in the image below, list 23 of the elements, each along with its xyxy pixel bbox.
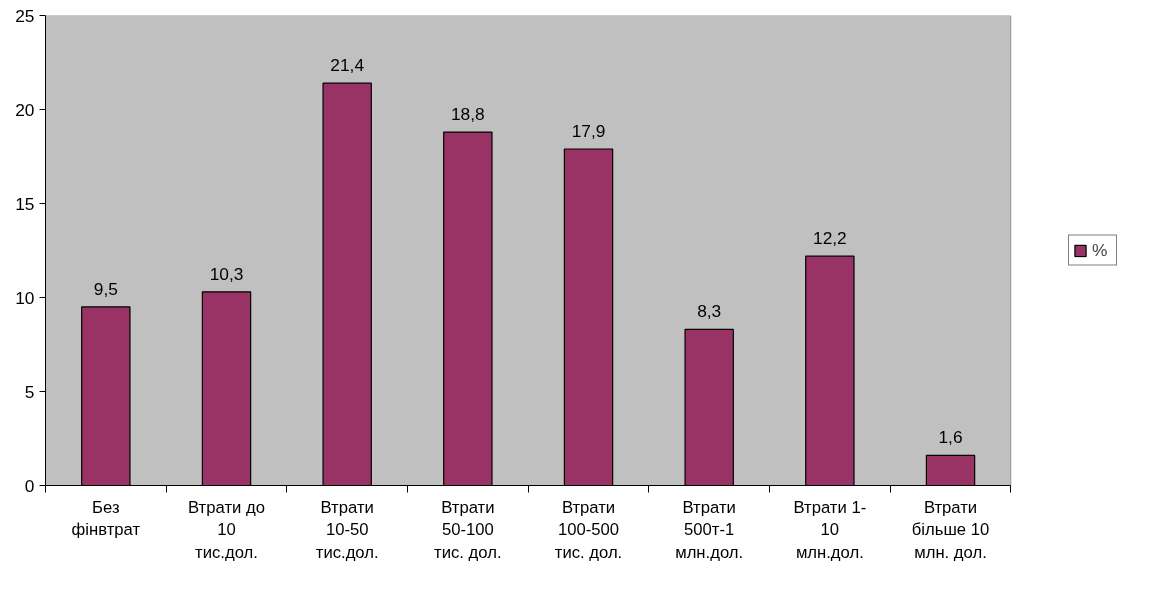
x-tick-label: Втрати 50-100 тис. дол. — [434, 497, 502, 563]
text: 21,4 — [330, 55, 365, 76]
y-tick-label: 5 — [24, 381, 35, 402]
x-tick-label: Втрати більше 10 млн. дол. — [911, 497, 990, 563]
text: 1,6 — [938, 427, 963, 448]
y-tick-label: 25 — [15, 5, 35, 26]
y-tick-label: 20 — [15, 99, 35, 120]
text: 18,8 — [450, 104, 485, 125]
y-tick-label: 0 — [24, 475, 35, 496]
y-tick-label: 10 — [15, 287, 35, 308]
y-tick-label: 15 — [15, 193, 35, 214]
x-tick-label: Втрати 500т-1 млн.дол. — [675, 497, 744, 563]
text: 8,3 — [697, 301, 722, 322]
text: 9,5 — [93, 278, 118, 299]
text: 12,2 — [812, 228, 847, 249]
legend-label: % — [1092, 239, 1109, 261]
text: 17,9 — [571, 120, 606, 141]
x-tick-label: Без фінвтрат — [71, 497, 141, 540]
x-tick-label: Втрати 1- 10 млн.дол. — [793, 497, 867, 563]
x-tick-label: Втрати 10-50 тис.дол. — [315, 497, 379, 563]
x-tick-label: Втрати 100-500 тис. дол. — [554, 497, 623, 563]
text: 10,3 — [209, 263, 244, 284]
x-tick-label: Втрати до 10 тис.дол. — [188, 497, 265, 563]
